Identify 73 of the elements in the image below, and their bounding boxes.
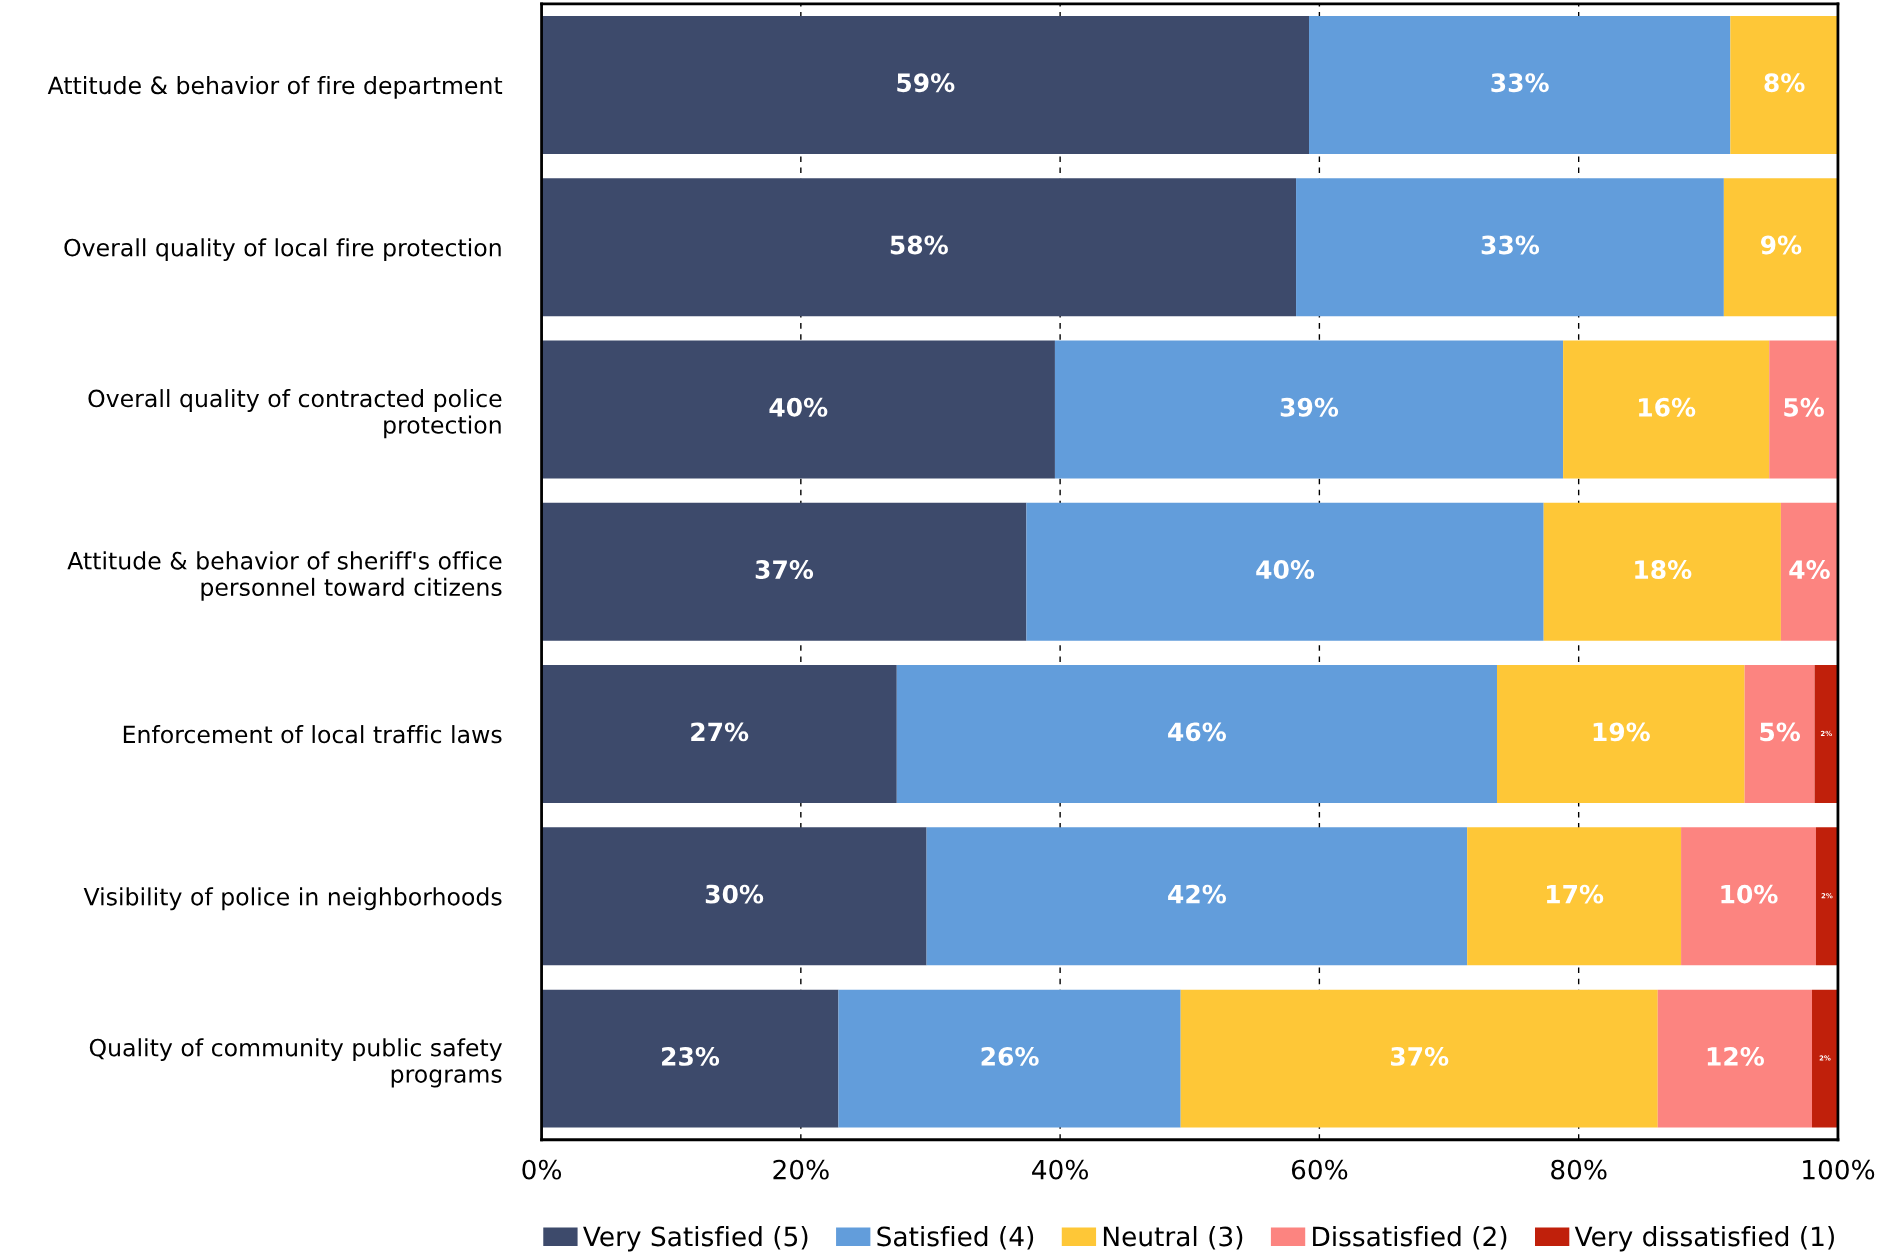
x-tick-label: 40% [1032,1159,1088,1180]
bar [838,989,1181,1128]
data-label: 17% [1547,884,1604,904]
bar [1467,827,1682,966]
bar [541,665,897,804]
data-label: 12% [1707,1046,1764,1066]
data-label: 19% [1593,722,1650,742]
bar [1812,989,1838,1128]
data-label: 42% [1168,884,1227,904]
data-label: 37% [1390,1046,1449,1066]
x-tick-label: 0% [522,1159,562,1180]
bar [1744,665,1815,804]
y-tick-label: Quality of community public safety programs [89,1038,502,1088]
data-label: 5% [1784,397,1825,417]
data-label: 33% [1481,235,1540,255]
legend-label: Neutral (3) [1103,1225,1243,1250]
data-label: 4% [1789,560,1830,580]
data-label: 16% [1639,397,1696,417]
bar [1296,178,1724,317]
x-tick-label: 60% [1291,1159,1348,1180]
data-label: 39% [1280,397,1339,417]
x-tick-label: 80% [1551,1159,1607,1180]
bar [1769,340,1838,479]
y-tick-label: Enforcement of local traffic laws [123,725,502,744]
bar [1780,502,1838,641]
bar [1180,989,1658,1128]
data-label: 58% [890,235,948,255]
y-tick-label: Visibility of police in neighborhoods [83,887,502,911]
data-label: 27% [691,722,749,742]
data-label: 46% [1168,722,1227,742]
data-label: 40% [769,397,828,417]
data-label: 5% [1760,722,1801,742]
x-tick-label: 20% [773,1159,829,1180]
bar [1730,15,1838,154]
bar [1496,665,1745,804]
bar [1026,502,1544,641]
bar [541,340,1055,479]
bar [926,827,1468,966]
bar [896,665,1497,804]
data-label: 59% [897,73,955,93]
bar [541,827,927,966]
data-label: 30% [705,884,764,904]
bar [1054,340,1564,479]
data-label: 33% [1491,73,1549,93]
bar [541,178,1297,317]
legend-label: Dissatisfied (2) [1313,1225,1507,1250]
data-label: 37% [755,560,814,580]
legend-label: Very dissatisfied (1) [1574,1225,1834,1252]
bar [1815,827,1838,966]
y-tick-label: Overall quality of local fire protection [64,238,501,262]
y-tick-label: Attitude & behavior of fire department [47,75,503,99]
legend-label: Satisfied (4) [877,1225,1034,1250]
bar [1543,502,1781,641]
data-label: 26% [981,1046,1039,1066]
data-label: 8% [1764,73,1805,93]
x-tick-label: 100% [1803,1159,1875,1180]
bar [541,502,1027,641]
bar [541,15,1310,154]
data-label: 40% [1256,560,1315,580]
data-label: 23% [662,1046,720,1066]
bar [1681,827,1816,966]
bar [541,989,839,1128]
data-label: 10% [1721,884,1778,904]
bar [1309,15,1731,154]
y-tick-label: Overall quality of contracted police protection [88,389,502,439]
bar [1814,665,1838,804]
legend-label: Very Satisfied (5) [583,1225,808,1252]
data-label: 9% [1760,235,1802,255]
bar [1657,989,1813,1128]
data-label: 18% [1635,560,1692,580]
bar [1723,178,1838,317]
y-tick-label: Attitude & behavior of sheriff's office personnel toward citizens [67,551,502,601]
bar [1563,340,1770,479]
